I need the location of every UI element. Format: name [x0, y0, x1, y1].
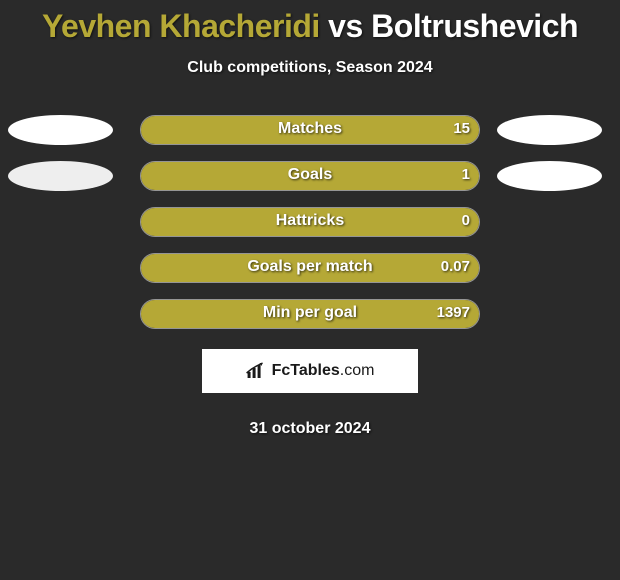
chart-icon — [246, 362, 268, 380]
stat-value-right: 0 — [462, 212, 470, 229]
stat-label: Goals — [0, 166, 620, 184]
date-text: 31 october 2024 — [0, 420, 620, 438]
stat-row: Goals1 — [0, 161, 620, 207]
stats-section: Matches15Goals1Hattricks0Goals per match… — [0, 115, 620, 345]
stat-value-right: 15 — [453, 120, 470, 137]
logo-inner: FcTables.com — [246, 362, 375, 380]
stat-row: Min per goal1397 — [0, 299, 620, 345]
stat-row: Goals per match0.07 — [0, 253, 620, 299]
logo-part1: Fc — [272, 362, 291, 379]
subtitle: Club competitions, Season 2024 — [0, 59, 620, 77]
stat-label: Goals per match — [0, 258, 620, 276]
stat-row: Hattricks0 — [0, 207, 620, 253]
stat-label: Hattricks — [0, 212, 620, 230]
logo-part2: Tables — [290, 362, 340, 379]
logo-part3: .com — [340, 362, 375, 379]
stat-value-right: 1397 — [437, 304, 470, 321]
stat-value-right: 0.07 — [441, 258, 470, 275]
widget-root: Yevhen Khacheridi vs Boltrushevich Club … — [0, 0, 620, 438]
stat-label: Min per goal — [0, 304, 620, 322]
stat-label: Matches — [0, 120, 620, 138]
logo-box[interactable]: FcTables.com — [202, 349, 418, 393]
stat-row: Matches15 — [0, 115, 620, 161]
vs-text: vs — [328, 8, 363, 44]
player2-name: Boltrushevich — [371, 8, 578, 44]
stat-value-right: 1 — [462, 166, 470, 183]
logo-text: FcTables.com — [272, 362, 375, 380]
player1-name: Yevhen Khacheridi — [42, 8, 320, 44]
page-title: Yevhen Khacheridi vs Boltrushevich — [0, 8, 620, 45]
